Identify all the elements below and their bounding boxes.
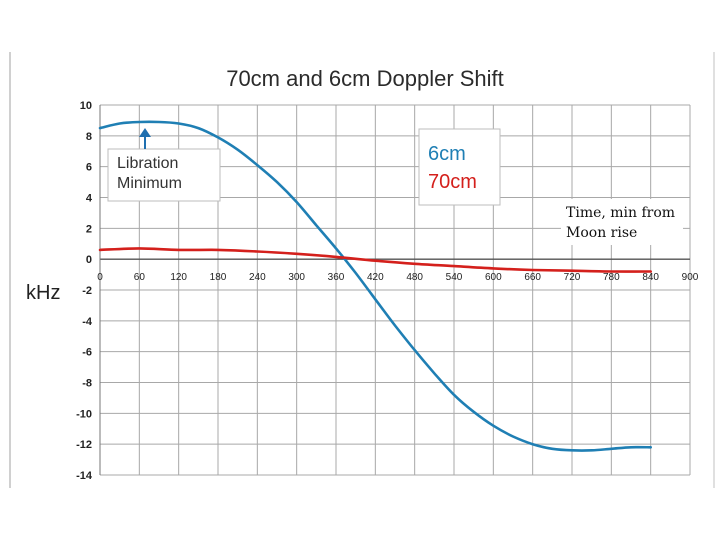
x-tick-label: 120 <box>170 272 187 283</box>
y-tick-label: 4 <box>86 193 93 205</box>
y-tick-label: -10 <box>76 408 92 420</box>
tick-labels: 0 60 120 180 240 300 360 420 480 540 600 660 720 780 8… <box>76 100 699 482</box>
grid <box>99 104 691 476</box>
x-tick-label: 300 <box>288 272 305 283</box>
legend-entry-70cm: 70cm <box>428 171 477 193</box>
y-tick-label: -8 <box>82 378 92 390</box>
x-tick-label: 180 <box>210 272 227 283</box>
x-tick-label: 540 <box>446 272 463 283</box>
libration-annotation: Libration Minimum <box>107 128 221 202</box>
x-tick-label: 240 <box>249 272 266 283</box>
y-axis-label: kHz <box>26 282 60 304</box>
x-tick-label: 0 <box>97 272 103 283</box>
x-tick-label: 420 <box>367 272 384 283</box>
x-tick-label: 600 <box>485 272 502 283</box>
x-tick-label: 480 <box>406 272 423 283</box>
series-line-6cm <box>98 120 652 452</box>
legend: 6cm 70cm <box>418 128 501 206</box>
annotation-box <box>107 148 221 202</box>
series-line-70cm <box>98 247 652 273</box>
x-tick-label: 60 <box>134 272 146 283</box>
y-tick-label: -12 <box>76 439 92 451</box>
y-tick-label: -14 <box>76 470 93 482</box>
y-tick-label: 6 <box>86 162 92 174</box>
annotation-line-1: Libration <box>117 155 178 172</box>
annotation-arrowhead <box>139 128 151 137</box>
y-tick-label: 10 <box>80 100 92 112</box>
x-tick-label: 900 <box>682 272 699 283</box>
legend-entry-6cm: 6cm <box>428 143 466 165</box>
chart-title: 70cm and 6cm Doppler Shift <box>226 66 504 91</box>
y-tick-label: 8 <box>86 131 92 143</box>
y-tick-label: -6 <box>82 347 92 359</box>
x-axis-label-line-1: Time, min from <box>566 205 675 221</box>
x-tick-label: 720 <box>564 272 581 283</box>
y-tick-label: -2 <box>82 285 92 297</box>
x-axis-label-line-2: Moon rise <box>566 225 637 241</box>
y-tick-label: 0 <box>86 254 92 266</box>
y-tick-label: -4 <box>82 316 93 328</box>
x-tick-label: 780 <box>603 272 620 283</box>
x-tick-label: 840 <box>642 272 659 283</box>
legend-box <box>418 128 501 206</box>
x-axis-label-bg <box>561 199 683 245</box>
annotation-line-2: Minimum <box>117 175 182 192</box>
x-tick-label: 660 <box>524 272 541 283</box>
y-tick-label: 2 <box>86 223 92 235</box>
slide-frame <box>9 52 715 488</box>
x-tick-label: 360 <box>328 272 345 283</box>
series-lines <box>98 120 652 452</box>
